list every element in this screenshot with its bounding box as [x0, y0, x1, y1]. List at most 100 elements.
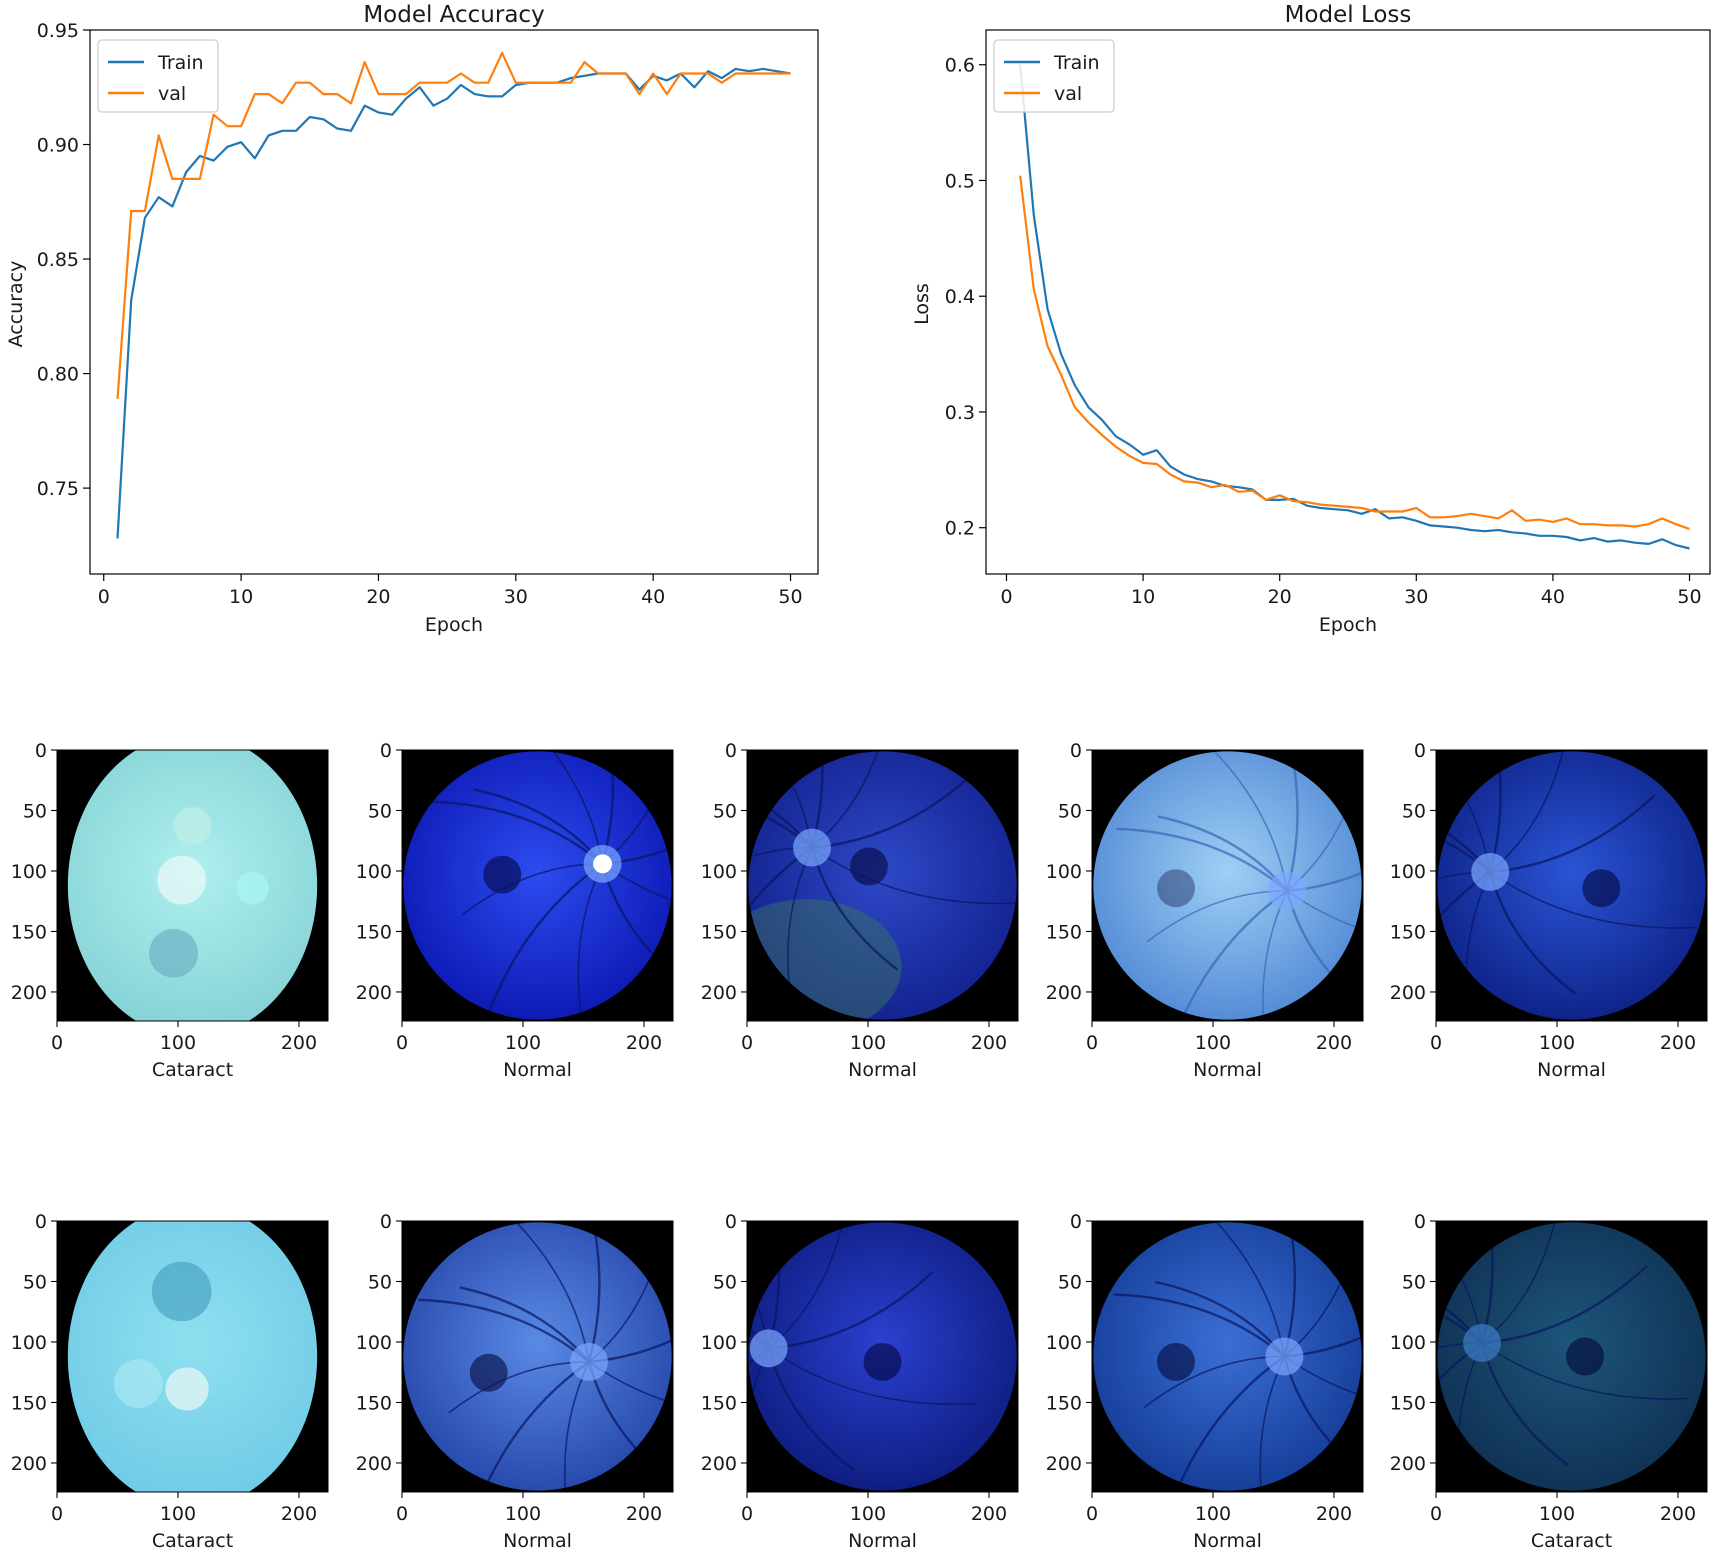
fundus-fill [1093, 1222, 1362, 1491]
blood-vessel [811, 846, 1017, 905]
x-tick-label: 100 [160, 1503, 196, 1525]
y-tick-label: 50 [1402, 1271, 1426, 1293]
series-line-train [1019, 64, 1690, 550]
y-tick-label: 150 [356, 921, 392, 943]
blood-vessel [811, 769, 978, 849]
y-tick-label: 0.75 [37, 478, 79, 500]
macula [1566, 1337, 1605, 1376]
blood-vessel [1116, 827, 1288, 892]
optic-disc [749, 1329, 788, 1368]
x-tick-label: 100 [850, 1032, 886, 1054]
blood-vessel [497, 1222, 590, 1363]
opacity-spot [157, 855, 207, 905]
y-tick-label: 50 [1402, 800, 1426, 822]
y-tick-label: 0.5 [945, 170, 975, 192]
x-tick-label: 200 [626, 1032, 662, 1054]
opacity-spot [235, 871, 269, 905]
x-tick-label: 100 [505, 1503, 541, 1525]
y-tick-label: 0.4 [945, 286, 975, 308]
macula [863, 1342, 902, 1381]
image-panel: 0 100 200 0 50 100 150 200 Cataract [1390, 1211, 1708, 1549]
blood-vessel [511, 751, 604, 864]
fundus-fill [403, 751, 672, 1020]
macula [1157, 1342, 1195, 1381]
y-tick-label: 150 [1046, 921, 1082, 943]
blood-vessel [1490, 794, 1656, 874]
x-tick-label: 100 [1539, 1503, 1575, 1525]
y-axis-label: Loss [911, 283, 933, 325]
optic-disc [1265, 1337, 1304, 1376]
loss-chart: 0 10 20 30 40 50 0.2 0.3 0.4 0.5 0.6 Model Loss Epoc… [911, 2, 1711, 636]
y-tick-label: 200 [356, 1453, 392, 1475]
class-label: Normal [1537, 1059, 1606, 1081]
image-panel: 0 100 200 0 50 100 150 200 Cataract [11, 740, 329, 1081]
blood-vessel [1437, 1342, 1483, 1491]
x-tick-label: 0 [51, 1503, 63, 1525]
y-tick-label: 0 [1070, 740, 1082, 762]
x-tick-label: 30 [504, 586, 528, 608]
macula [1157, 869, 1195, 908]
image-frame [56, 1220, 329, 1493]
x-tick-label: 20 [366, 586, 390, 608]
optic-disc-highlight [593, 854, 613, 874]
blood-vessel [602, 786, 672, 865]
image-panel: 0 100 200 0 50 100 150 200 Normal [356, 740, 674, 1081]
x-tick-label: 0 [51, 1032, 63, 1054]
x-tick-label: 0 [1086, 1503, 1098, 1525]
blood-vessel [602, 863, 672, 921]
y-tick-label: 50 [1058, 800, 1082, 822]
y-axis-label: Accuracy [5, 261, 27, 348]
optic-disc [793, 828, 832, 867]
macula [483, 855, 522, 894]
y-tick-label: 150 [701, 921, 737, 943]
y-tick-label: 150 [1390, 1392, 1426, 1414]
retina-fundus [1093, 1222, 1362, 1491]
x-tick-label: 0 [1000, 586, 1012, 608]
y-tick-label: 100 [356, 861, 392, 883]
legend-label-train: Train [157, 52, 204, 74]
image-frame [401, 1220, 674, 1493]
blood-vessel [748, 1348, 770, 1491]
cataract-fundus [67, 1221, 318, 1492]
y-tick-label: 100 [1390, 1332, 1426, 1354]
y-tick-label: 50 [1058, 1271, 1082, 1293]
cataract-fundus [67, 750, 318, 1021]
y-tick-label: 50 [713, 1271, 737, 1293]
optic-disc [570, 1342, 608, 1381]
x-tick-label: 200 [971, 1503, 1007, 1525]
y-tick-label: 0 [725, 1211, 737, 1233]
class-label: Cataract [152, 1530, 233, 1549]
blood-vessel [1284, 1278, 1362, 1358]
x-tick-label: 100 [505, 1032, 541, 1054]
x-tick-label: 0 [741, 1032, 753, 1054]
y-tick-label: 200 [701, 982, 737, 1004]
y-tick-label: 0.2 [945, 518, 975, 540]
opacity-spot [149, 928, 198, 978]
image-frame [746, 749, 1019, 1022]
image-panel: 0 100 200 0 50 100 150 200 Normal [1046, 1211, 1364, 1549]
series-line-train [116, 67, 791, 539]
retina-fundus [748, 751, 1017, 1020]
y-tick-label: 200 [701, 1453, 737, 1475]
image-grid: 0 100 200 0 50 100 150 200 Cataract 0 100 200 0 50 100… [11, 740, 1708, 1549]
y-tick-label: 0 [380, 1211, 392, 1233]
x-tick-label: 40 [641, 586, 665, 608]
image-panel: 0 100 200 0 50 100 150 200 Normal [1390, 740, 1708, 1081]
y-tick-label: 0.95 [37, 20, 79, 42]
y-tick-label: 200 [11, 1453, 47, 1475]
legend: Train val [993, 39, 1115, 113]
chart-title: Model Accuracy [363, 2, 544, 28]
y-tick-label: 100 [701, 1332, 737, 1354]
x-tick-label: 20 [1268, 586, 1292, 608]
plot-frame [985, 29, 1711, 575]
blood-vessel [588, 1284, 672, 1364]
x-tick-label: 100 [1195, 1503, 1231, 1525]
retina-fundus [748, 1222, 1017, 1491]
y-tick-label: 200 [356, 982, 392, 1004]
blood-vessel [1286, 890, 1362, 948]
opacity-spot [113, 1359, 163, 1408]
class-label: Cataract [152, 1059, 233, 1081]
x-tick-label: 10 [1131, 586, 1155, 608]
x-tick-label: 200 [281, 1503, 317, 1525]
y-tick-label: 0.6 [945, 55, 975, 77]
